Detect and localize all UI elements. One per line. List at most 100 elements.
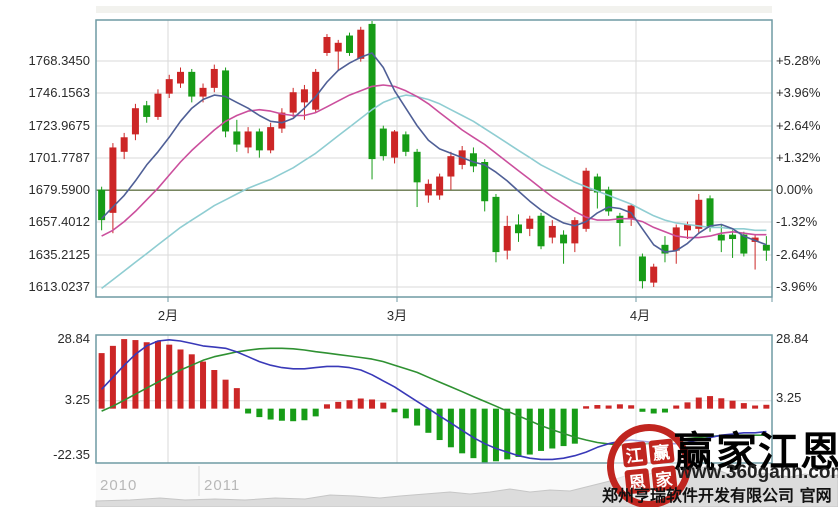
indicator-bar [346,400,353,409]
y-axis-price-label: 1746.1563 [28,85,90,100]
candle-body [233,131,241,145]
brand-company-line: 郑州亨瑞软件开发有限公司 官网 [602,486,832,505]
x-axis-month-label: 4月 [629,308,651,323]
indicator-bar [200,361,207,409]
indicator-bar [470,408,477,459]
candle-body [684,224,691,231]
indicator-bar [121,339,128,409]
indicator-bar [425,408,432,433]
candle-body [188,71,196,97]
candle-body [210,68,218,88]
candle-body [526,218,534,229]
y-axis-price-label: 1701.7787 [28,150,90,165]
indicator-bar [628,405,635,409]
indicator-right-label: 3.25 [776,390,802,405]
indicator-bar [132,340,139,409]
y-axis-percent-label: 0.00% [776,182,813,197]
candle-body [469,153,477,167]
candle-body [391,131,399,158]
candle-body [131,108,139,135]
candle-body [762,244,770,251]
y-axis-price-label: 1679.5900 [28,182,90,197]
y-axis-percent-label: +5.28% [776,53,821,68]
indicator-bar [515,408,522,457]
ma-long-line [101,94,767,290]
candle-body [222,70,230,132]
indicator-bar [278,408,285,421]
indicator-bar [301,408,308,421]
indicator-bar [312,408,319,417]
candle-body [436,176,444,196]
indicator-bar [616,404,623,409]
indicator-bar [369,399,376,409]
candle-body [120,137,128,152]
candle-body [515,224,522,234]
indicator-bar [740,403,747,409]
indicator-right-label: 28.84 [776,331,809,346]
indicator-bar [188,354,195,409]
indicator-bar [481,408,488,463]
indicator-bar [154,341,161,409]
y-axis-price-label: 1635.2125 [28,247,90,262]
indicator-bar [436,408,443,441]
candle-body [537,215,545,247]
indicator-bar [583,406,590,409]
indicator-bar [323,404,330,409]
indicator-bar [391,408,398,413]
indicator-bar [290,408,297,422]
candle-body [605,189,613,212]
indicator-bar [335,401,342,409]
candle-body [323,36,331,53]
indicator-bar [594,405,601,409]
indicator-bar [571,408,578,444]
candle-body [98,189,106,221]
candle-body [548,225,556,238]
candle-body [481,161,489,202]
y-axis-price-label: 1768.3450 [28,53,90,68]
candle-body [402,134,410,152]
ma-mid-line [101,84,767,239]
indicator-bar [560,408,567,447]
candle-body [560,234,568,244]
candle-body [717,234,725,241]
candle-body [143,105,151,117]
y-axis-percent-label: +1.32% [776,150,821,165]
indicator-bar [673,405,680,409]
indicator-bar [707,396,714,409]
candle-body [289,92,297,113]
indicator-bar [211,370,218,409]
indicator-bar [447,408,454,448]
ma-short-line [101,52,767,253]
indicator-bar [245,408,252,414]
top-edge-artifact [96,6,772,13]
indicator-bar [98,353,105,409]
indicator-bar [143,342,150,409]
brand-url-link[interactable]: www.360gann.com [677,462,838,483]
indicator-bar [492,408,499,462]
y-axis-price-label: 1657.4012 [28,214,90,229]
indicator-bar [661,408,668,413]
navigator-year-label: 2011 [204,477,241,494]
candle-body [368,23,376,160]
candle-body [582,170,590,229]
seal-char: 赢 [647,437,675,464]
indicator-bar [222,379,229,409]
indicator-bar [650,408,657,414]
indicator-bar [380,402,387,409]
indicator-bar [605,405,612,409]
indicator-bar [177,349,184,409]
candle-body [672,227,680,251]
y-axis-price-label: 1723.9675 [28,118,90,133]
candle-body [413,151,421,183]
y-axis-percent-label: -3.96% [776,279,818,294]
candle-body [357,29,365,59]
y-axis-percent-label: +3.96% [776,85,821,100]
candle-body [199,87,207,97]
candle-body [571,220,579,244]
indicator-bar [695,397,702,409]
candle-body [154,93,162,117]
candle-body [729,234,737,240]
indicator-bar [414,408,421,426]
